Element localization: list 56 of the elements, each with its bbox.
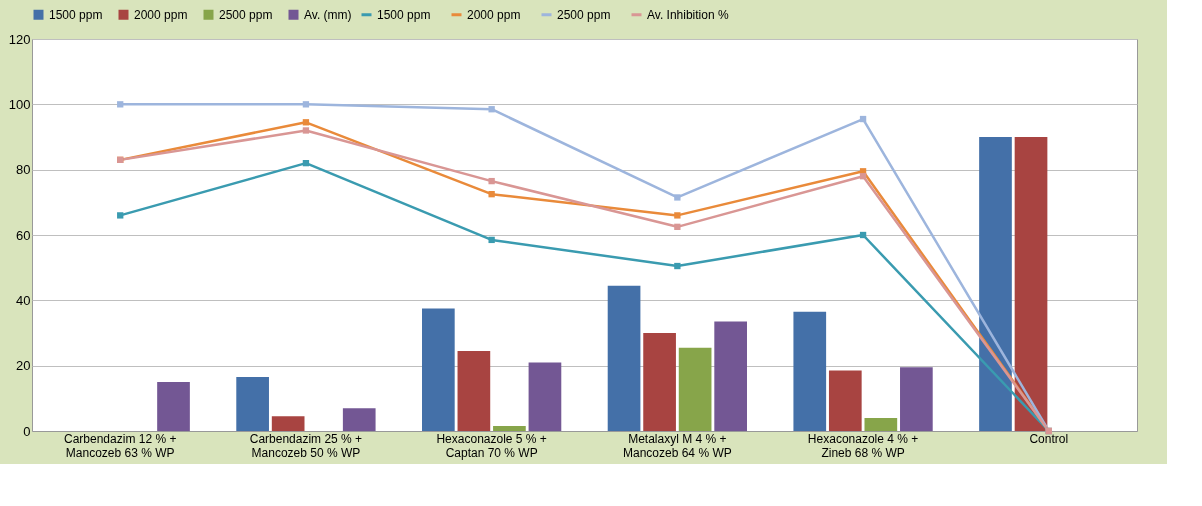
bar — [864, 417, 898, 431]
x-tick-label: Carbendazim 12 % + Mancozeb 63 % WP — [64, 431, 177, 460]
bar — [528, 362, 562, 431]
legend-label: 2500 ppm — [219, 7, 273, 22]
point — [674, 262, 681, 270]
legend-label: Av. Inhibition % — [647, 7, 729, 22]
legend-label: 2000 ppm — [467, 7, 521, 22]
point — [859, 231, 867, 239]
bar — [678, 347, 712, 431]
x-tick-label: Carbendazim 25 % + Mancozeb 50 % WP — [249, 431, 363, 460]
bar — [422, 308, 455, 431]
point — [302, 101, 310, 108]
bar — [793, 311, 827, 431]
point — [488, 177, 495, 185]
y-tick-label: 60 — [16, 227, 31, 243]
x-tick-label: Hexaconazole 5 % + Captan 70 % WP — [436, 431, 547, 460]
legend-label: 2000 ppm — [134, 7, 188, 22]
bar — [1014, 137, 1048, 431]
y-tick-label: 40 — [16, 292, 31, 308]
bar — [979, 137, 1012, 431]
y-tick-label: 0 — [23, 423, 31, 439]
bar — [607, 285, 641, 431]
x-tick-label: Control — [1029, 431, 1069, 446]
point — [488, 236, 495, 244]
point — [302, 119, 310, 126]
bar — [828, 370, 862, 431]
bar — [157, 382, 190, 431]
bar — [236, 377, 269, 431]
bar — [457, 350, 491, 431]
x-tick-label: Hexaconazole 4 % + Zineb 68 % WP — [807, 431, 919, 460]
bar — [493, 426, 526, 431]
x-tick-label: Metalaxyl M 4 % + Mancozeb 64 % WP — [623, 431, 732, 460]
y-tick-label: 120 — [8, 31, 31, 47]
point — [859, 115, 867, 123]
point — [488, 106, 495, 113]
bar — [900, 367, 933, 431]
y-tick-label: 20 — [16, 358, 31, 374]
point — [117, 101, 124, 108]
point — [674, 194, 681, 201]
legend-label: 1500 ppm — [377, 7, 431, 22]
legend-label: 2500 ppm — [557, 7, 611, 22]
point — [488, 191, 495, 198]
point — [117, 212, 124, 219]
bar — [714, 321, 747, 431]
point — [302, 159, 310, 167]
bar — [271, 416, 305, 431]
point — [674, 212, 681, 219]
y-tick-label: 100 — [8, 96, 31, 112]
point — [674, 223, 681, 230]
y-tick-label: 80 — [16, 162, 31, 178]
legend-label: Av. (mm) — [304, 7, 352, 22]
legend-label: 1500 ppm — [49, 7, 103, 22]
point — [302, 127, 310, 134]
bar — [643, 333, 676, 431]
bar — [342, 408, 376, 431]
point — [859, 173, 867, 180]
